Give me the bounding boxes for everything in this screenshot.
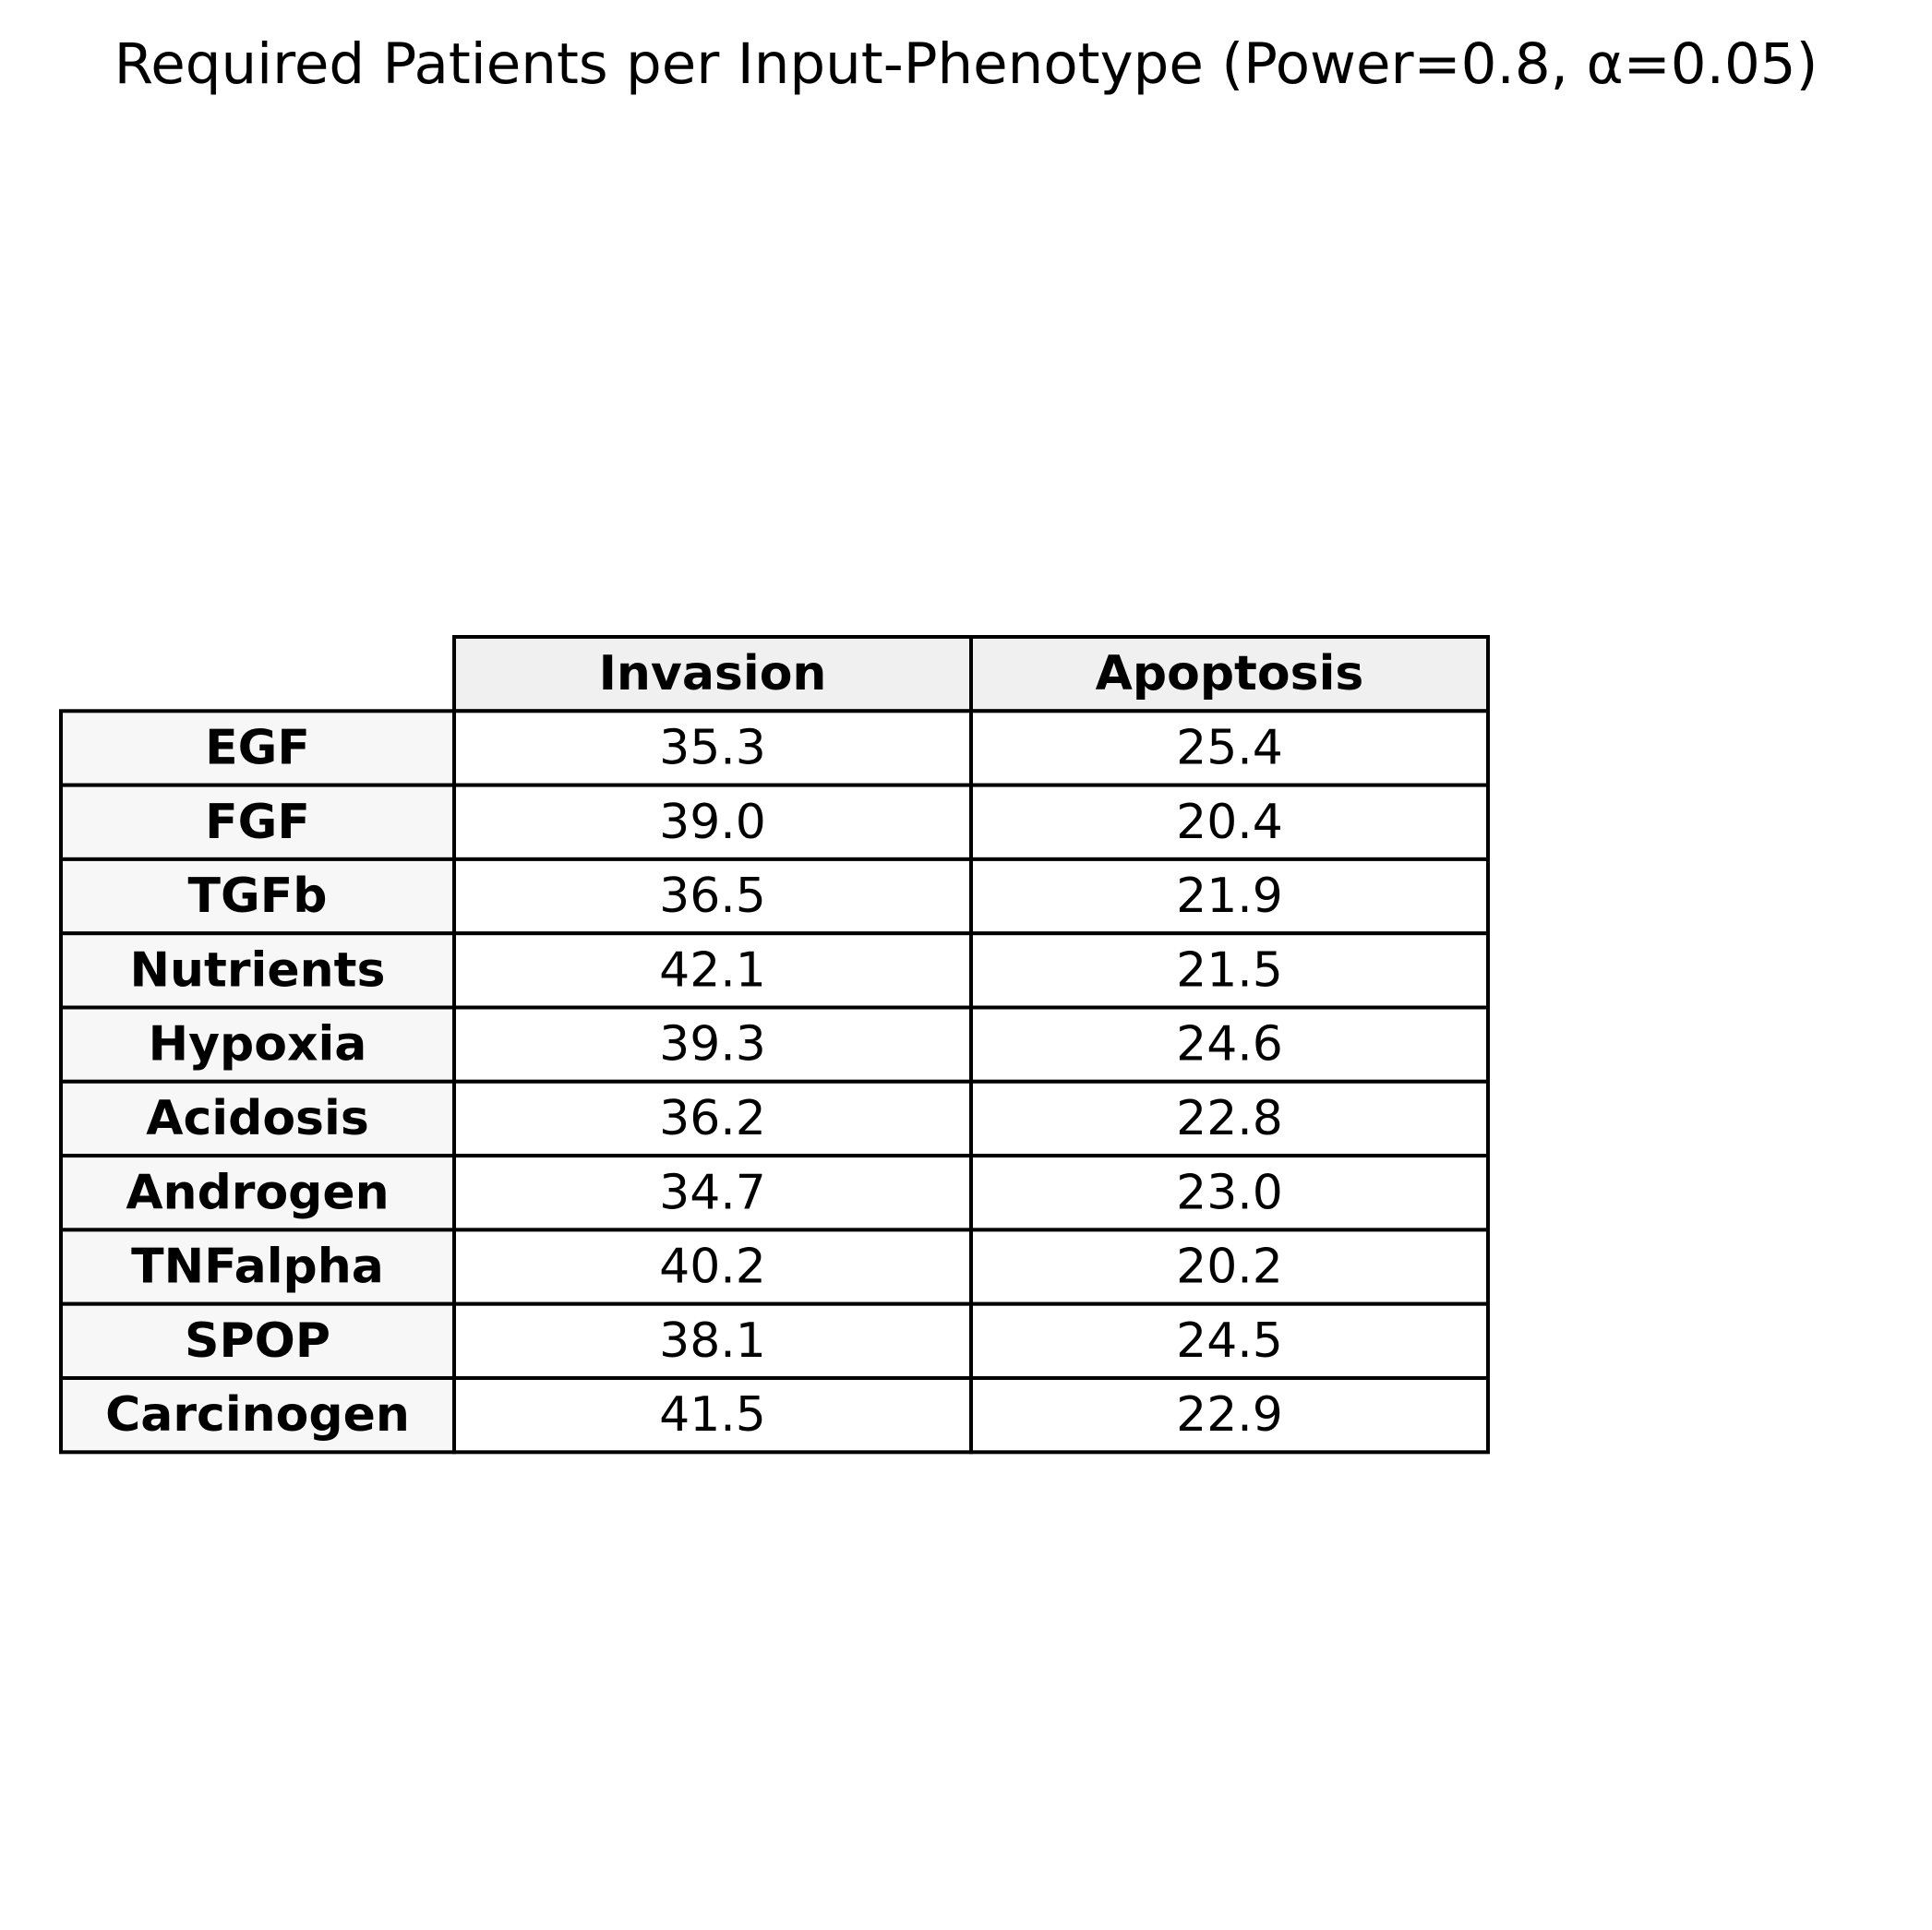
table-value: 35.3 [659,720,766,775]
table-value: 21.9 [1176,869,1283,924]
row-label: Acidosis [146,1091,369,1146]
column-header-cell [452,635,973,713]
table-value-cell [969,1376,1490,1455]
row-label-cell [59,1079,456,1158]
column-header-label: Invasion [599,646,827,701]
row-label-cell [59,709,456,787]
table-value-cell [452,1005,973,1084]
row-label-cell [59,1376,456,1455]
row-label-cell [59,931,456,1010]
table-value: 42.1 [659,942,766,998]
table-value: 20.2 [1176,1240,1283,1295]
row-label: EGF [205,720,310,775]
table-value: 23.0 [1176,1165,1283,1220]
table-value-cell [452,1079,973,1158]
table-value: 39.3 [659,1017,766,1073]
table-value: 20.4 [1176,795,1283,850]
table-cells [59,635,1490,1455]
table-value: 22.9 [1176,1387,1283,1443]
table-value: 21.5 [1176,942,1283,998]
row-label: Nutrients [130,942,386,998]
table-text: Invasion Apoptosis EGF 35.3 25.4 FGF 39.0 20.4 T… [105,646,1363,1443]
chart-title: Required Patients per Input-Phenotype (P… [114,31,1818,97]
table-value-cell [452,931,973,1010]
table-value: 22.8 [1176,1091,1283,1146]
table-value-cell [969,931,1490,1010]
table-value: 36.2 [659,1091,766,1146]
table-value: 34.7 [659,1165,766,1220]
column-header-label: Apoptosis [1096,646,1364,701]
table-value: 36.5 [659,869,766,924]
row-label: SPOP [185,1313,330,1369]
table-value-cell [452,1228,973,1306]
table-value: 24.6 [1176,1017,1283,1073]
column-header-cell [969,635,1490,713]
row-label: FGF [205,795,310,850]
row-label-cell [59,1005,456,1084]
table-value: 24.5 [1176,1313,1283,1369]
table-value-cell [452,1376,973,1455]
row-label: TGFb [188,869,328,924]
table-value-cell [969,1005,1490,1084]
table-value: 40.2 [659,1240,766,1295]
table-value-cell [969,1301,1490,1380]
table-value-cell [969,783,1490,861]
table-value: 41.5 [659,1387,766,1443]
table-value-cell [452,857,973,936]
table-value: 25.4 [1176,720,1283,775]
table-value: 39.0 [659,795,766,850]
row-label: Androgen [126,1165,389,1220]
row-label: Hypoxia [149,1017,367,1073]
table-value-cell [969,1228,1490,1306]
table-value: 38.1 [659,1313,766,1369]
row-label-cell [59,1228,456,1306]
row-label-cell [59,1154,456,1232]
row-label: Carcinogen [105,1387,410,1443]
table-value-cell [969,1079,1490,1158]
row-label-cell [59,857,456,936]
row-label: TNFalpha [131,1240,384,1295]
table-value-cell [969,1154,1490,1232]
